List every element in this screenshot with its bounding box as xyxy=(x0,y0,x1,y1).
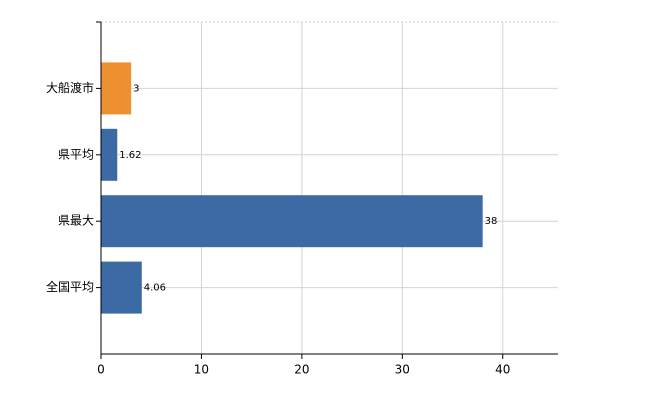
x-tick-label: 10 xyxy=(194,363,209,377)
bar xyxy=(101,62,132,115)
y-tick-label: 県最大 xyxy=(58,214,94,228)
value-label: 1.62 xyxy=(119,150,141,161)
x-tick-label: 0 xyxy=(97,363,105,377)
x-tick-label: 30 xyxy=(395,363,410,377)
bar xyxy=(101,128,118,181)
y-tick-label: 大船渡市 xyxy=(46,80,94,95)
value-label: 38 xyxy=(485,216,498,227)
y-tick-label: 県平均 xyxy=(58,147,94,161)
bar xyxy=(101,195,483,248)
y-tick-label: 全国平均 xyxy=(46,279,94,294)
x-tick-label: 40 xyxy=(495,363,510,377)
bar xyxy=(101,261,142,314)
x-tick-label: 20 xyxy=(294,363,309,377)
value-label: 3 xyxy=(133,83,139,94)
value-label: 4.06 xyxy=(144,283,166,294)
